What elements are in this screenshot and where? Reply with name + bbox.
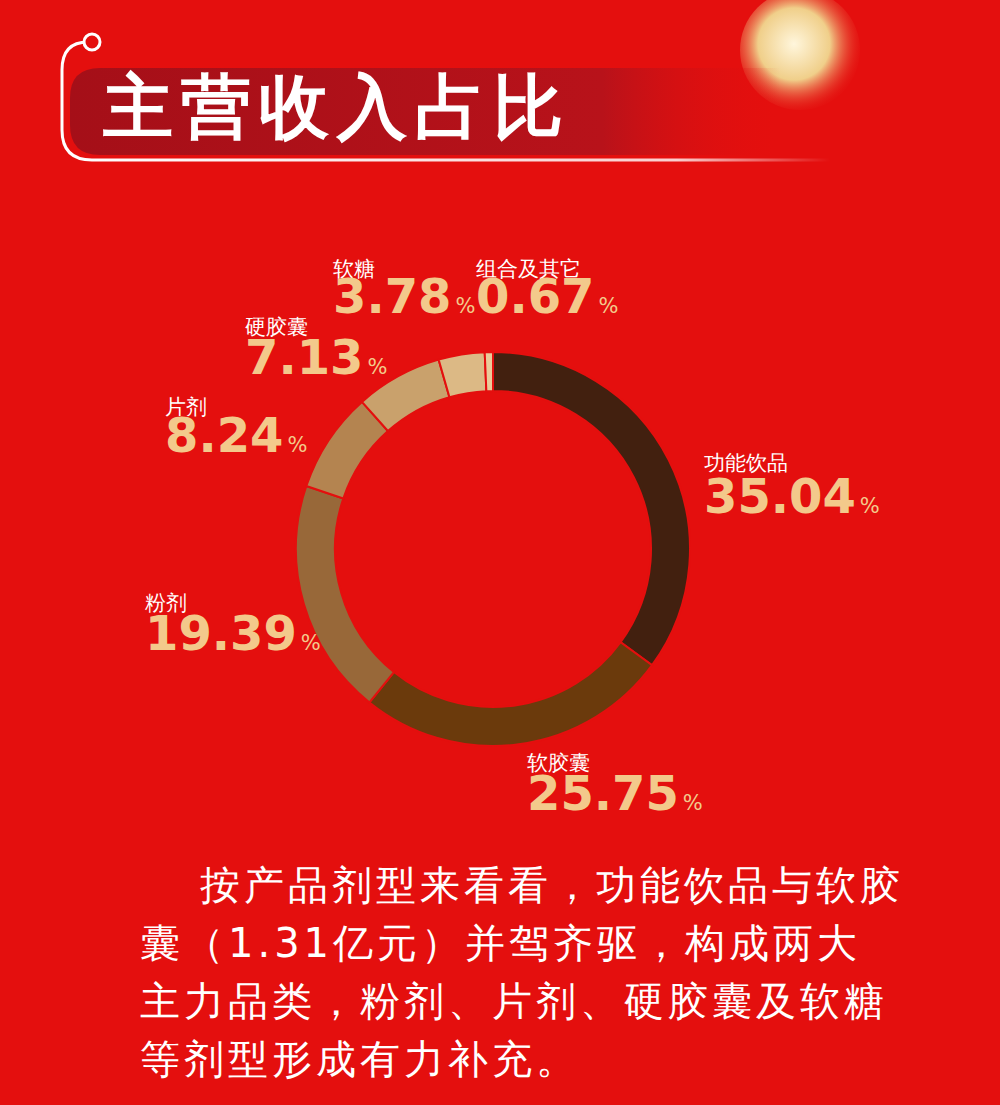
html-text:主营收入占比: 主营收入占比	[103, 66, 571, 148]
svg-text:19.39%: 19.39%	[145, 605, 321, 661]
html-text:按产品剂型来看看，功能饮品与软胶囊（1.31亿元）并驾齐驱，: 按产品剂型来看看，功能饮品与软胶囊（1.31亿元）并驾齐驱，构成两大主力品类，粉…	[140, 862, 904, 1082]
svg-text:8.24%: 8.24%	[165, 407, 307, 463]
svg-text:粉剂: 粉剂	[145, 591, 187, 615]
svg-text:35.04%: 35.04%	[704, 468, 880, 524]
svg-text:25.75%: 25.75%	[527, 765, 703, 821]
svg-text:软胶囊: 软胶囊	[527, 751, 590, 775]
svg-text:3.78%: 3.78%	[333, 268, 475, 324]
svg-text:硬胶囊: 硬胶囊	[245, 315, 308, 339]
svg-text:7.13%: 7.13%	[245, 329, 387, 385]
svg-text:功能饮品: 功能饮品	[704, 451, 788, 475]
svg-text:0.67%: 0.67%	[476, 268, 618, 324]
